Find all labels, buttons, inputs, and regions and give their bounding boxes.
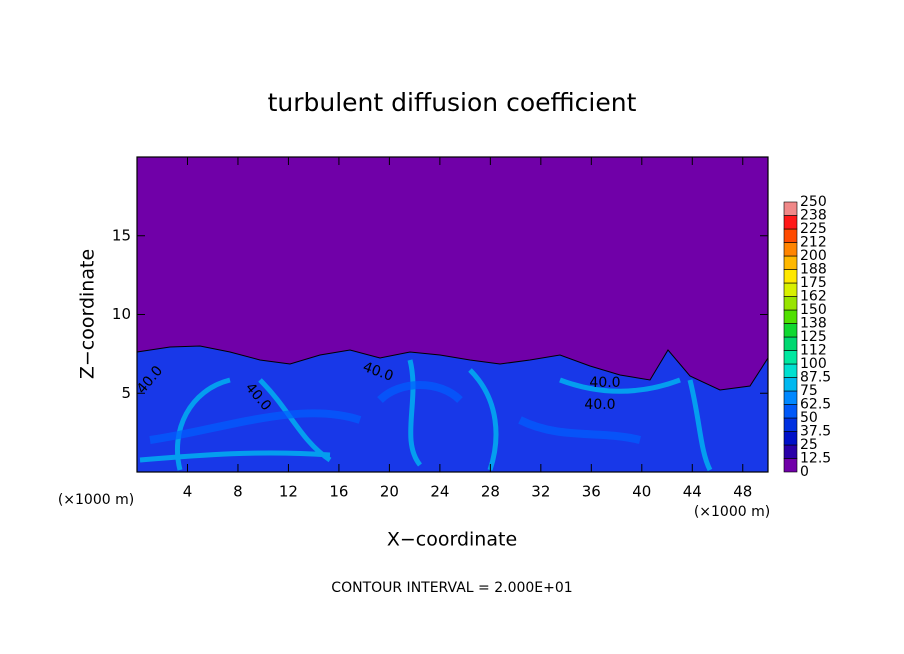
- field-streak: [139, 359, 713, 472]
- field-region: [136, 345, 769, 473]
- colorbar-band: [783, 363, 798, 378]
- colorbar-band: [783, 350, 798, 365]
- colorbar-band: [783, 242, 798, 257]
- contour-label: 40.0: [584, 397, 615, 413]
- x-tick-label: 24: [430, 483, 449, 501]
- colorbar-band: [783, 404, 798, 419]
- x-tick-label: 40: [632, 483, 651, 501]
- colorbar-band: [783, 431, 798, 446]
- colorbar-band: [783, 323, 798, 338]
- colorbar-band: [783, 255, 798, 270]
- unit-label: (×1000 m): [58, 492, 134, 508]
- x-tick-label: 16: [329, 483, 348, 501]
- colorbar-label: 188: [800, 262, 827, 278]
- colorbar-label: 212: [800, 235, 827, 251]
- colorbar-label: 150: [800, 302, 827, 318]
- x-tick-label: 28: [481, 483, 500, 501]
- colorbar-band: [783, 269, 798, 284]
- colorbar-band: [783, 228, 798, 243]
- colorbar-band: [783, 444, 798, 459]
- colorbar-label: 225: [800, 221, 827, 237]
- x-tick-label: 12: [279, 483, 298, 501]
- colorbar-band: [783, 201, 798, 216]
- x-tick-label: 4: [183, 483, 193, 501]
- colorbar-label: 0: [800, 464, 809, 480]
- y-axis-label: Z−coordinate: [77, 249, 99, 379]
- colorbar-label: 12.5: [800, 451, 831, 467]
- colorbar-band: [783, 458, 798, 473]
- colorbar-label: 162: [800, 289, 827, 305]
- colorbar-label: 138: [800, 316, 827, 332]
- field: [136, 156, 769, 473]
- x-tick-label: 32: [531, 483, 550, 501]
- colorbar-band: [783, 417, 798, 432]
- x-tick-label: 48: [733, 483, 752, 501]
- colorbar-band: [783, 309, 798, 324]
- y-tick-label: 5: [121, 384, 131, 402]
- chart-title: turbulent diffusion coefficient: [268, 88, 637, 117]
- colorbar-label: 112: [800, 343, 827, 359]
- x-tick-label: 20: [380, 483, 399, 501]
- colorbar-band: [783, 296, 798, 311]
- colorbar-label: 25: [800, 437, 818, 453]
- colorbar-band: [783, 215, 798, 230]
- colorbar-band: [783, 377, 798, 392]
- colorbar-label: 100: [800, 356, 827, 372]
- x-tick-label: 36: [582, 483, 601, 501]
- colorbar-label: 125: [800, 329, 827, 345]
- colorbar-label: 87.5: [800, 370, 831, 386]
- colorbar-label: 200: [800, 248, 827, 264]
- colorbar-band: [783, 390, 798, 405]
- colorbar-label: 238: [800, 208, 827, 224]
- footer-note: CONTOUR INTERVAL = 2.000E+01: [331, 580, 572, 596]
- x-tick-label: 44: [683, 483, 702, 501]
- colorbar-label: 62.5: [800, 397, 831, 413]
- y-tick-label: 15: [112, 226, 131, 244]
- colorbar-label: 250: [800, 194, 827, 210]
- y-tick-label: 10: [112, 305, 131, 323]
- field-streak: [149, 381, 641, 444]
- colorbar-label: 175: [800, 275, 827, 291]
- x-tick-label: 8: [233, 483, 243, 501]
- colorbar-label: 50: [800, 410, 818, 426]
- contour-label: 40.0: [589, 375, 620, 391]
- x-axis-label: X−coordinate: [387, 529, 517, 551]
- unit-label: (×1000 m): [694, 504, 770, 520]
- colorbar-label: 37.5: [800, 424, 831, 440]
- colorbar-band: [783, 282, 798, 297]
- colorbar-band: [783, 336, 798, 351]
- colorbar-label: 75: [800, 383, 818, 399]
